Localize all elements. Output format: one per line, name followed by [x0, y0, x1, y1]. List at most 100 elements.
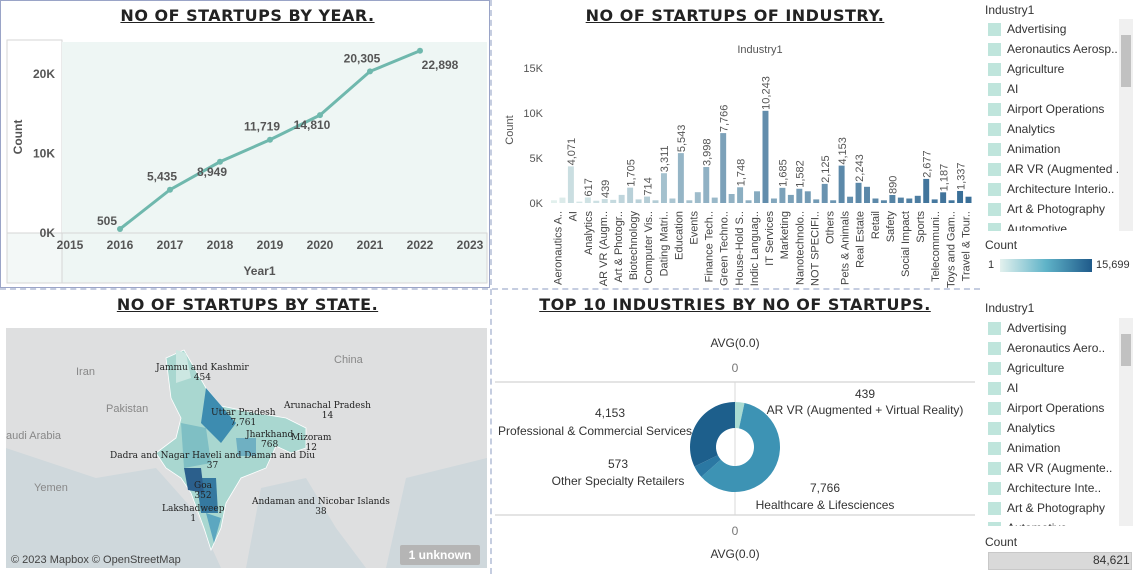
legend-swatch [988, 162, 1001, 176]
legend-swatch [988, 202, 1001, 216]
legend-item[interactable]: Agriculture [985, 358, 1120, 378]
legend-swatch [988, 142, 1001, 156]
year-y-tick: 0K [40, 226, 56, 240]
legend-item[interactable]: Art & Photography [985, 199, 1120, 219]
legend-item[interactable]: Automotive [985, 219, 1120, 231]
industry-bar [779, 187, 786, 203]
industry-data-label: 890 [888, 176, 900, 194]
legend-item[interactable]: Analytics [985, 119, 1120, 139]
legend-item-label: Agriculture [1007, 361, 1065, 375]
legend-item[interactable]: Aeronautics Aerosp.. [985, 39, 1120, 59]
legend-item[interactable]: Animation [985, 139, 1120, 159]
legend-item[interactable]: AR VR (Augmented .. [985, 159, 1120, 179]
top10-donut-chart[interactable]: AVG(0.0) 0 0 AVG(0.0) 439 AR VR (Augmented + … [495, 325, 975, 574]
legend-top-count-title: Count [985, 238, 1018, 252]
legend-item[interactable]: AR VR (Augmente.. [985, 458, 1120, 478]
legend-top-list[interactable]: Advertising Aeronautics Aerosp.. Agricultu… [985, 19, 1137, 231]
legend-bottom-scrollbar[interactable] [1119, 318, 1133, 526]
legend-top-scrollbar[interactable] [1119, 19, 1133, 231]
year-line-chart[interactable]: 0K 10K 20K 2015 2016 2017 2018 2019 2020 2021 2022… [0, 30, 490, 288]
legend-top-scroll-thumb[interactable] [1121, 35, 1131, 87]
year-data-label: 20,305 [344, 51, 381, 65]
legend-item[interactable]: Art & Photography [985, 498, 1120, 518]
industry-bar [703, 167, 710, 203]
industry-bar [838, 165, 845, 203]
industry-bar [796, 188, 803, 203]
industry-bar [694, 192, 701, 203]
map-state-label: Uttar Pradesh 7,761 [211, 408, 276, 428]
legend-item-label: Aeronautics Aero.. [1007, 341, 1106, 355]
unknown-badge[interactable]: 1 unknown [400, 545, 480, 565]
legend-swatch [988, 341, 1001, 355]
year-point [217, 158, 223, 165]
legend-item[interactable]: Advertising [985, 19, 1120, 39]
legend-item[interactable]: Animation [985, 438, 1120, 458]
industry-bar-chart[interactable]: Industry1 Count 0K 5K 10K 15K 4,071 617 439 1,705… [495, 30, 975, 288]
top10-chart-title: TOP 10 INDUSTRIES BY NO OF STARTUPS. [539, 295, 931, 314]
industry-data-label: 5,543 [676, 125, 688, 153]
legend-item[interactable]: Advertising [985, 318, 1120, 338]
year-corner [6, 232, 63, 284]
legend-bottom-scroll-thumb[interactable] [1121, 334, 1131, 366]
donut-value-label: 573 [608, 457, 628, 471]
industry-bar [770, 198, 777, 203]
legend-swatch [988, 401, 1001, 415]
industry-x-tick: Education [673, 211, 685, 260]
legend-item-label: Advertising [1007, 321, 1067, 335]
legend-item[interactable]: AI [985, 378, 1120, 398]
legend-item-label: Animation [1007, 142, 1061, 156]
legend-item[interactable]: Aeronautics Aero.. [985, 338, 1120, 358]
legend-item[interactable]: Agriculture [985, 59, 1120, 79]
industry-x-tick: Others [824, 211, 836, 245]
year-data-label: 8,949 [197, 165, 227, 179]
legend-bottom-title: Industry1 [985, 301, 1035, 315]
industry-bar [635, 199, 642, 203]
industry-bar [957, 190, 964, 203]
donut-slice-label: Healthcare & Lifesciences [756, 498, 895, 512]
legend-item-label: AR VR (Augmente.. [1007, 461, 1113, 475]
color-ramp-min: 1 [988, 259, 995, 271]
legend-item-label: Animation [1007, 441, 1061, 455]
year-x-tick: 2017 [157, 238, 184, 252]
industry-bar [728, 194, 735, 203]
legend-item[interactable]: Airport Operations [985, 398, 1120, 418]
year-data-label: 5,435 [147, 170, 177, 184]
industry-bar [864, 186, 870, 203]
industry-data-label: 7,766 [718, 105, 730, 133]
industry-x-tick: Finance Tech.. [704, 211, 716, 282]
legend-item-label: Art & Photography [1007, 202, 1106, 216]
map-country-label: Pakistan [106, 403, 149, 415]
industry-bar [754, 191, 760, 203]
legend-swatch [988, 381, 1001, 395]
legend-item[interactable]: Automotive [985, 518, 1120, 526]
legend-swatch [988, 42, 1001, 56]
legend-item-label: AR VR (Augmented .. [1007, 162, 1120, 176]
map-state-label: Lakshadweep 1 [162, 504, 225, 524]
industry-x-tick: Safety [885, 211, 897, 243]
industry-bar [652, 200, 659, 203]
industry-bar [787, 194, 794, 203]
legend-swatch [988, 22, 1001, 36]
legend-item[interactable]: Analytics [985, 418, 1120, 438]
year-point [167, 186, 173, 193]
industry-bar [745, 200, 752, 203]
map-state-label: Andaman and Nicobar Islands 38 [252, 497, 390, 517]
legend-item[interactable]: Architecture Inte.. [985, 478, 1120, 498]
industry-chart-title: NO OF STARTUPS OF INDUSTRY. [585, 6, 885, 25]
donut-value-label: 4,153 [595, 406, 625, 420]
year-data-label: 505 [97, 214, 117, 228]
legend-item[interactable]: Architecture Interio.. [985, 179, 1120, 199]
industry-data-label: 1,748 [735, 159, 747, 187]
legend-item[interactable]: Airport Operations [985, 99, 1120, 119]
map-attribution[interactable]: © 2023 Mapbox © OpenStreetMap [11, 554, 181, 566]
industry-y-label: Count [504, 115, 516, 144]
legend-item[interactable]: AI [985, 79, 1120, 99]
state-map[interactable]: Iran Pakistan China audi Arabia Yemen Ja… [6, 328, 487, 568]
industry-bar [567, 166, 574, 203]
legend-bottom-list[interactable]: Advertising Aeronautics Aero.. Agriculture… [985, 318, 1137, 526]
year-x-tick: 2018 [207, 238, 234, 252]
industry-x-tick: Retail [870, 211, 882, 239]
india-shape [155, 349, 307, 552]
donut-slice [690, 402, 735, 467]
legend-item-label: Architecture Inte.. [1007, 481, 1102, 495]
